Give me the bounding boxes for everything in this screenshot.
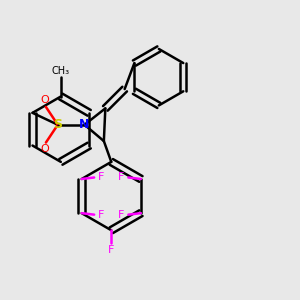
Text: CH₃: CH₃ — [52, 66, 70, 76]
Text: F: F — [98, 211, 104, 220]
Text: F: F — [118, 211, 125, 220]
Text: F: F — [98, 172, 104, 182]
Text: F: F — [118, 172, 125, 182]
Text: F: F — [108, 244, 115, 255]
Text: O: O — [40, 95, 49, 105]
Text: S: S — [53, 118, 62, 131]
Text: O: O — [40, 144, 49, 154]
Text: N: N — [79, 118, 90, 131]
